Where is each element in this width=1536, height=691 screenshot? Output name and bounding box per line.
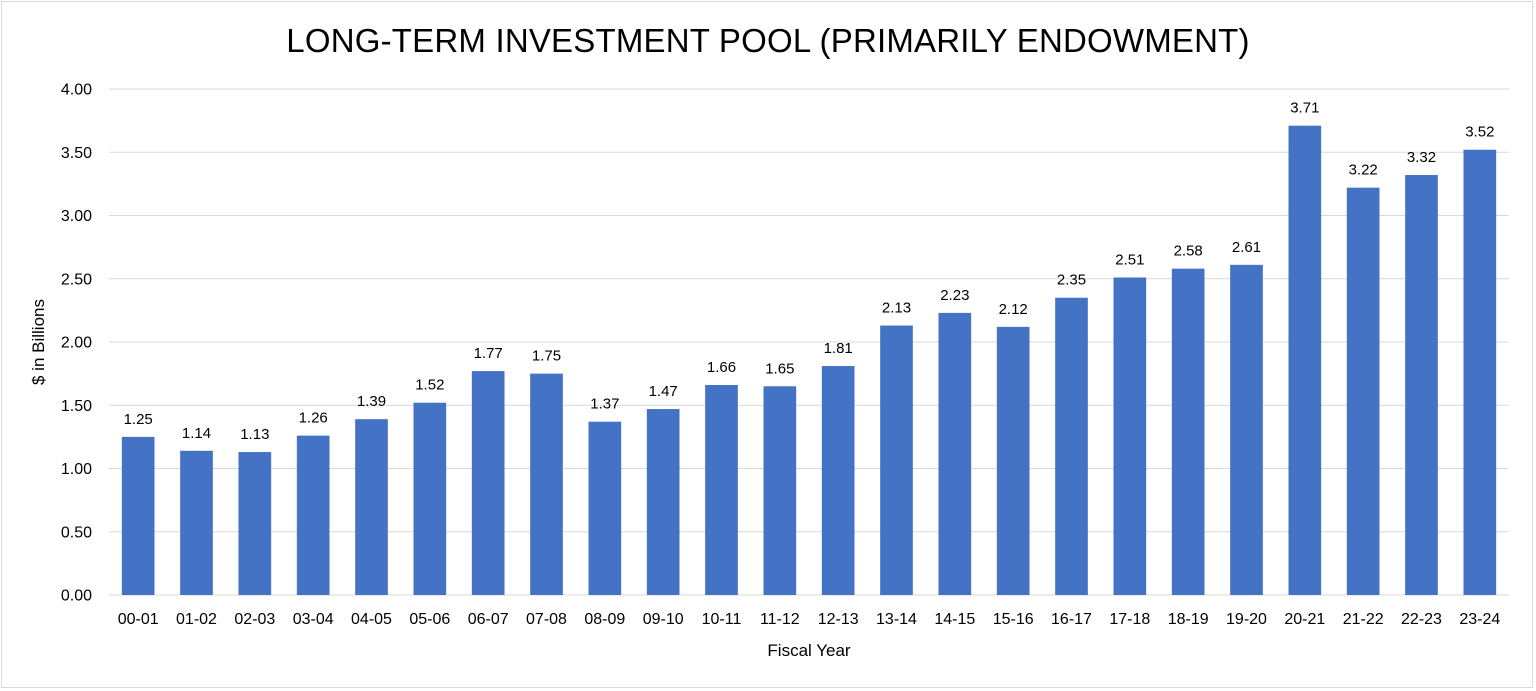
bar bbox=[238, 452, 272, 595]
data-label: 1.14 bbox=[182, 425, 211, 442]
data-label: 1.25 bbox=[124, 411, 153, 428]
data-label: 3.52 bbox=[1465, 124, 1494, 141]
bar bbox=[1055, 297, 1088, 595]
x-tick-label: 06-07 bbox=[468, 611, 509, 628]
x-tick-label: 17-18 bbox=[1109, 611, 1150, 628]
data-label: 1.77 bbox=[474, 345, 503, 362]
data-label: 1.47 bbox=[649, 383, 678, 400]
bar bbox=[821, 366, 855, 595]
x-tick-label: 15-16 bbox=[993, 611, 1034, 628]
bar bbox=[355, 419, 388, 595]
x-tick-label: 07-08 bbox=[526, 611, 567, 628]
data-label: 2.51 bbox=[1115, 251, 1144, 268]
data-label: 1.75 bbox=[532, 348, 561, 365]
y-axis-title: $ in Billions bbox=[29, 299, 48, 385]
x-tick-label: 14-15 bbox=[934, 611, 975, 628]
data-label: 2.35 bbox=[1057, 272, 1086, 289]
bar bbox=[471, 371, 505, 595]
x-tick-label: 21-22 bbox=[1343, 611, 1384, 628]
data-label: 3.71 bbox=[1290, 100, 1319, 117]
x-tick-label: 13-14 bbox=[876, 611, 917, 628]
x-tick-label: 00-01 bbox=[118, 611, 159, 628]
y-tick-label: 1.00 bbox=[61, 461, 92, 478]
data-label: 1.65 bbox=[765, 360, 794, 377]
chart-title: LONG-TERM INVESTMENT POOL (PRIMARILY END… bbox=[286, 22, 1250, 59]
data-label: 2.61 bbox=[1232, 239, 1261, 256]
data-label: 1.39 bbox=[357, 393, 386, 410]
bar bbox=[1405, 175, 1438, 595]
x-tick-label: 20-21 bbox=[1284, 611, 1325, 628]
x-tick-label: 05-06 bbox=[409, 611, 450, 628]
x-tick-label: 02-03 bbox=[234, 611, 275, 628]
y-tick-label: 2.50 bbox=[61, 271, 92, 288]
x-tick-label: 16-17 bbox=[1051, 611, 1092, 628]
data-label: 1.37 bbox=[590, 396, 619, 413]
bar bbox=[705, 385, 738, 595]
x-tick-label: 12-13 bbox=[818, 611, 859, 628]
y-tick-label: 0.50 bbox=[61, 524, 92, 541]
y-tick-label: 1.50 bbox=[61, 398, 92, 415]
bar bbox=[530, 373, 563, 595]
y-tick-label: 3.00 bbox=[61, 208, 92, 225]
data-label: 2.13 bbox=[882, 300, 911, 317]
y-axis-ticks: 0.00 0.50 1.00 1.50 2.00 2.50 3.00 3.50 4.00 bbox=[61, 82, 92, 605]
bar bbox=[413, 402, 447, 595]
data-label: 1.52 bbox=[415, 377, 444, 394]
x-tick-label: 23-24 bbox=[1459, 611, 1500, 628]
data-label: 3.22 bbox=[1349, 162, 1378, 179]
bars bbox=[121, 125, 1497, 596]
bar bbox=[1288, 125, 1322, 595]
bar bbox=[121, 436, 155, 595]
bar bbox=[996, 326, 1030, 595]
data-label: 2.23 bbox=[940, 287, 969, 304]
x-tick-label: 04-05 bbox=[351, 611, 392, 628]
y-tick-label: 0.00 bbox=[61, 588, 92, 605]
data-label: 2.12 bbox=[999, 301, 1028, 318]
data-labels: 1.25 1.14 1.13 1.26 1.39 1.52 1.77 1.75 1.37 1.47… bbox=[124, 100, 1495, 443]
bar bbox=[296, 435, 330, 595]
y-tick-label: 3.50 bbox=[61, 145, 92, 162]
x-tick-label: 11-12 bbox=[760, 611, 800, 628]
data-label: 1.81 bbox=[824, 340, 853, 357]
x-tick-label: 10-11 bbox=[702, 611, 742, 628]
x-tick-label: 01-02 bbox=[176, 611, 217, 628]
y-tick-label: 2.00 bbox=[61, 335, 92, 352]
x-axis-ticks: 00-01 01-02 02-03 03-04 04-05 05-06 06-07 07-08… bbox=[118, 611, 1501, 628]
bar bbox=[1230, 264, 1263, 595]
x-tick-label: 08-09 bbox=[584, 611, 625, 628]
bar bbox=[646, 409, 680, 595]
x-tick-label: 19-20 bbox=[1226, 611, 1267, 628]
bar bbox=[180, 450, 213, 595]
data-label: 1.13 bbox=[240, 426, 269, 443]
bar bbox=[938, 312, 972, 595]
data-label: 1.26 bbox=[299, 410, 328, 427]
x-tick-label: 09-10 bbox=[643, 611, 684, 628]
bar bbox=[1113, 277, 1147, 595]
bar bbox=[1463, 149, 1497, 595]
bar bbox=[588, 421, 622, 595]
data-label: 2.58 bbox=[1174, 243, 1203, 260]
gridlines bbox=[109, 88, 1509, 596]
bar bbox=[1171, 268, 1205, 595]
x-tick-label: 22-23 bbox=[1401, 611, 1442, 628]
bar bbox=[880, 325, 913, 595]
bar bbox=[763, 386, 797, 595]
data-label: 3.32 bbox=[1407, 149, 1436, 166]
data-label: 1.66 bbox=[707, 359, 736, 376]
y-tick-label: 4.00 bbox=[61, 82, 92, 99]
x-axis-title: Fiscal Year bbox=[767, 641, 850, 660]
x-tick-label: 03-04 bbox=[293, 611, 334, 628]
x-tick-label: 18-19 bbox=[1168, 611, 1209, 628]
bar bbox=[1346, 187, 1380, 596]
